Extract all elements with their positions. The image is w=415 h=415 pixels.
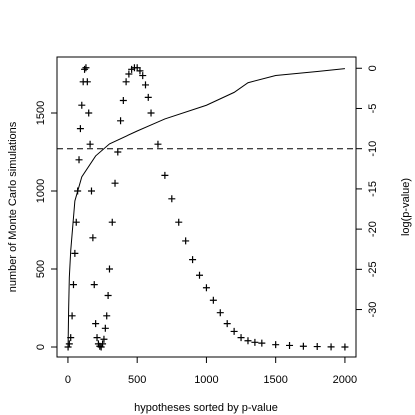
- point: [65, 340, 73, 348]
- x-tick-label: 2000: [333, 374, 357, 386]
- point: [286, 341, 294, 349]
- point: [103, 312, 111, 320]
- x-tick-label: 0: [65, 374, 71, 386]
- point: [85, 109, 93, 117]
- point: [104, 292, 112, 300]
- point: [141, 81, 149, 89]
- point: [175, 218, 183, 226]
- point: [299, 342, 307, 350]
- point: [244, 337, 252, 345]
- point: [223, 320, 231, 328]
- point: [75, 156, 83, 164]
- point: [230, 327, 238, 335]
- point: [99, 340, 107, 348]
- point: [92, 320, 100, 328]
- point: [114, 148, 122, 156]
- point: [125, 70, 133, 78]
- x-tick-label: 1500: [263, 374, 287, 386]
- point: [119, 97, 127, 105]
- y2-tick-label: -20: [367, 221, 379, 237]
- y2-tick-label: -5: [367, 104, 379, 114]
- y-tick-label: 1500: [35, 101, 47, 125]
- point: [136, 67, 144, 75]
- point: [258, 339, 266, 347]
- y2-tick-label: 0: [367, 65, 379, 71]
- point: [313, 343, 321, 351]
- point: [341, 343, 349, 351]
- point: [68, 312, 76, 320]
- point: [111, 179, 119, 187]
- point: [182, 237, 190, 245]
- point: [97, 343, 105, 351]
- y2-tick-label: -25: [367, 261, 379, 277]
- point: [161, 171, 169, 179]
- point: [76, 125, 84, 133]
- line: [67, 68, 345, 346]
- point: [216, 309, 224, 317]
- point: [139, 72, 147, 80]
- y2-tick-label: -15: [367, 181, 379, 197]
- point: [82, 64, 90, 72]
- point: [71, 249, 79, 257]
- point: [154, 140, 162, 148]
- y2-tick-label: -10: [367, 141, 379, 157]
- point: [202, 284, 210, 292]
- point: [90, 281, 98, 289]
- point: [78, 101, 86, 109]
- point: [100, 335, 108, 343]
- y2-axis-label: log(p-value): [400, 178, 412, 236]
- point: [105, 265, 113, 273]
- y-axis-label: number of Monte Carlo simulations: [7, 121, 19, 292]
- point: [86, 140, 94, 148]
- point: [81, 65, 89, 73]
- point: [87, 187, 95, 195]
- plot-frame: [56, 56, 357, 358]
- point: [251, 338, 259, 346]
- point: [144, 93, 152, 101]
- point: [83, 78, 91, 86]
- x-tick-label: 500: [128, 374, 146, 386]
- x-tick-label: 1000: [194, 374, 218, 386]
- point: [117, 117, 125, 125]
- point: [272, 341, 280, 349]
- point: [237, 334, 245, 342]
- point: [189, 256, 197, 264]
- y2-tick-label: -30: [367, 302, 379, 318]
- x-axis-label: hypotheses sorted by p-value: [134, 402, 278, 414]
- point: [69, 281, 77, 289]
- point: [89, 234, 97, 242]
- point: [147, 109, 155, 117]
- point: [72, 218, 80, 226]
- point: [168, 195, 176, 203]
- y-tick-label: 500: [35, 260, 47, 278]
- point: [209, 296, 217, 304]
- point: [327, 343, 335, 351]
- point: [101, 324, 109, 332]
- y-tick-label: 0: [35, 344, 47, 350]
- y-tick-label: 1000: [35, 179, 47, 203]
- point: [196, 271, 204, 279]
- point: [108, 218, 116, 226]
- point: [122, 78, 130, 86]
- point: [93, 334, 101, 342]
